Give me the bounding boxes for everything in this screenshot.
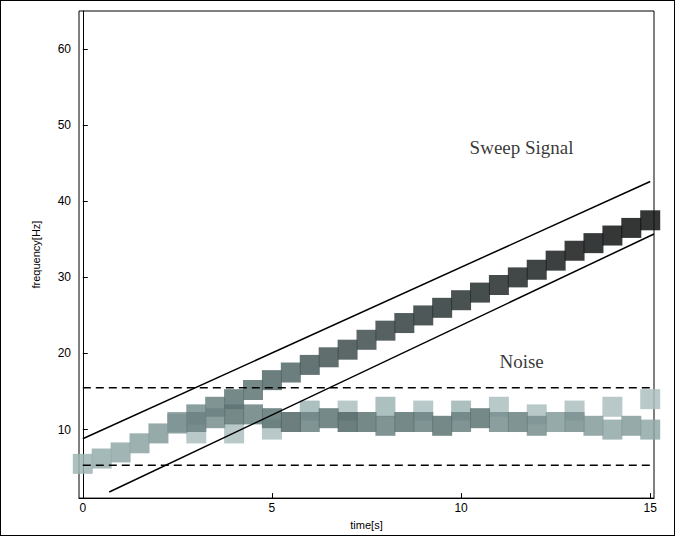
- svg-text:60: 60: [58, 42, 72, 56]
- svg-text:5: 5: [269, 501, 276, 515]
- svg-text:Noise: Noise: [499, 351, 543, 372]
- svg-text:frequency[Hz]: frequency[Hz]: [30, 221, 42, 289]
- svg-text:15: 15: [644, 501, 658, 515]
- svg-text:time[s]: time[s]: [350, 519, 382, 531]
- svg-text:40: 40: [58, 194, 72, 208]
- svg-text:50: 50: [58, 118, 72, 132]
- svg-text:10: 10: [454, 501, 468, 515]
- svg-text:30: 30: [58, 270, 72, 284]
- svg-text:0: 0: [79, 501, 86, 515]
- svg-text:20: 20: [58, 346, 72, 360]
- svg-text:Sweep Signal: Sweep Signal: [470, 137, 574, 158]
- svg-text:10: 10: [58, 423, 72, 437]
